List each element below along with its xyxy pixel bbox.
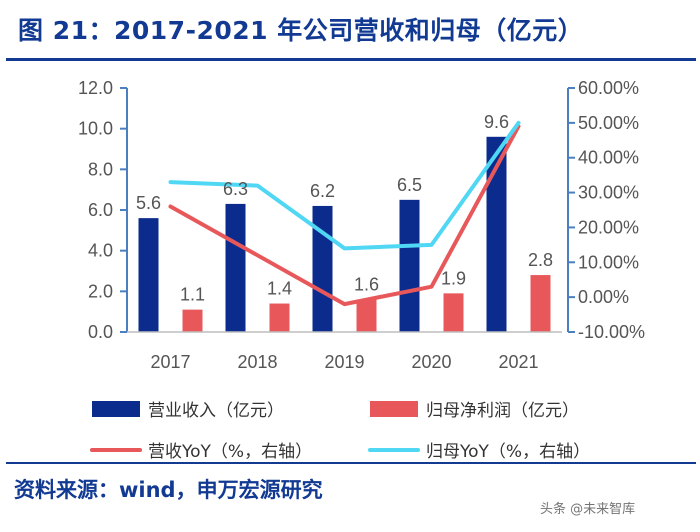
net-profit-bar-label: 1.1 bbox=[180, 285, 205, 305]
right-axis-tick-label: -10.00% bbox=[578, 322, 645, 342]
legend-label: 营业收入（亿元） bbox=[148, 401, 284, 421]
x-axis-tick-label: 2021 bbox=[498, 352, 538, 372]
right-axis-tick-label: 50.00% bbox=[578, 113, 639, 133]
chart-area: 0.0 2.0 4.0 6.0 8.0 10.0 12.0 -10.00% 0.00% 10.0… bbox=[78, 78, 645, 460]
revenue-bar-label: 6.3 bbox=[223, 179, 248, 199]
left-axis-tick-label: 4.0 bbox=[88, 241, 113, 261]
net-profit-bar bbox=[356, 299, 377, 332]
revenue-bar-label: 6.2 bbox=[310, 181, 335, 201]
left-axis-tick-label: 2.0 bbox=[88, 281, 113, 301]
net-profit-bar bbox=[182, 309, 203, 332]
legend-swatch-net-profit bbox=[370, 401, 418, 417]
right-axis-tick-label: 10.00% bbox=[578, 252, 639, 272]
revenue-bar-label: 9.6 bbox=[484, 112, 509, 132]
net-profit-bar-label: 2.8 bbox=[528, 250, 553, 270]
net-profit-bar bbox=[530, 275, 551, 332]
left-axis: 0.0 2.0 4.0 6.0 8.0 10.0 12.0 bbox=[78, 78, 128, 342]
right-axis-tick-label: 20.00% bbox=[578, 217, 639, 237]
left-axis-tick-label: 0.0 bbox=[88, 322, 113, 342]
revenue-bar bbox=[399, 199, 420, 332]
net-profit-bar bbox=[269, 303, 290, 332]
legend-label: 营收YoY（%，右轴） bbox=[148, 442, 312, 460]
right-axis-tick-label: 0.00% bbox=[578, 287, 629, 307]
right-axis-tick-label: 30.00% bbox=[578, 183, 639, 203]
right-axis-tick-label: 60.00% bbox=[578, 78, 639, 98]
data-labels: 5.6 1.1 6.3 1.4 6.2 1.6 6.5 1.9 9.6 2.8 bbox=[136, 112, 553, 305]
x-axis-tick-label: 2020 bbox=[411, 352, 451, 372]
right-axis: -10.00% 0.00% 10.00% 20.00% 30.00% 40.00% 50.0… bbox=[567, 78, 645, 342]
net-profit-bar-label: 1.4 bbox=[267, 279, 292, 299]
watermark: 头条 @未来智库 bbox=[540, 498, 635, 517]
net-profit-bar-label: 1.6 bbox=[354, 274, 379, 294]
left-axis-tick-label: 6.0 bbox=[88, 200, 113, 220]
revenue-bar bbox=[138, 218, 159, 332]
line-series bbox=[168, 120, 521, 307]
x-axis-tick-label: 2017 bbox=[150, 352, 190, 372]
source-note: 资料来源：wind，申万宏源研究 bbox=[14, 478, 323, 502]
x-axis-tick-label: 2019 bbox=[324, 352, 364, 372]
net-profit-bar bbox=[443, 293, 464, 332]
revenue-yoy-line bbox=[168, 124, 521, 307]
title-bar: 图 21：2017-2021 年公司营收和归母（亿元） bbox=[6, 0, 696, 61]
revenue-bar bbox=[486, 136, 507, 332]
revenue-bar-label: 6.5 bbox=[397, 175, 422, 195]
legend-swatch-revenue bbox=[92, 401, 140, 417]
left-axis-tick-label: 10.0 bbox=[78, 119, 113, 139]
left-axis-tick-label: 8.0 bbox=[88, 159, 113, 179]
legend: 营业收入（亿元） 归母净利润（亿元） 营收YoY（%，右轴） 归母YoY（%，右轴） bbox=[90, 401, 590, 460]
legend-label: 归母净利润（亿元） bbox=[426, 401, 579, 421]
revenue-bar bbox=[225, 203, 246, 332]
legend-label: 归母YoY（%，右轴） bbox=[426, 442, 590, 460]
x-axis-tick-label: 2018 bbox=[237, 352, 277, 372]
right-axis-tick-label: 40.00% bbox=[578, 148, 639, 168]
revenue-bar bbox=[312, 205, 333, 332]
source-divider bbox=[6, 462, 696, 464]
net-profit-bar-label: 1.9 bbox=[441, 268, 466, 288]
x-axis: 2017 2018 2019 2020 2021 bbox=[127, 331, 562, 372]
left-axis-tick-label: 12.0 bbox=[78, 78, 113, 98]
chart-title: 图 21：2017-2021 年公司营收和归母（亿元） bbox=[18, 16, 584, 45]
revenue-bar-label: 5.6 bbox=[136, 193, 161, 213]
watermark-text: 头条 @未来智库 bbox=[540, 502, 636, 517]
net-profit-yoy-line bbox=[168, 120, 521, 251]
